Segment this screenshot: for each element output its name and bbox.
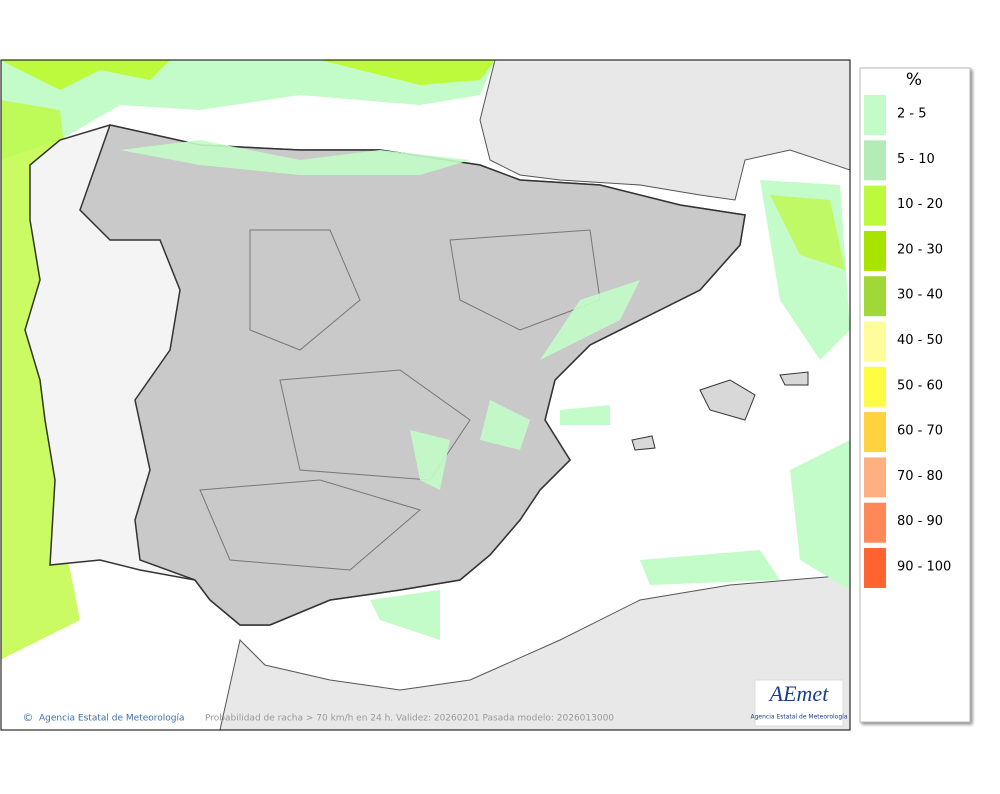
wind-area [1, 60, 495, 160]
legend-label: 70 - 80 [897, 469, 943, 484]
wind-area [760, 180, 850, 590]
logo-box [754, 679, 844, 727]
legend-swatch [864, 548, 886, 588]
legend-swatch [864, 95, 886, 135]
legend-label: 10 - 20 [897, 197, 943, 212]
legend-label: 40 - 50 [897, 333, 943, 348]
legend-swatch [864, 412, 886, 453]
legend-swatch [864, 185, 886, 226]
spain [79, 124, 746, 626]
map-frame [0, 59, 851, 731]
logo-subtitle: Agencia Estatal de Meteorología [751, 714, 848, 721]
legend-swatch [864, 230, 886, 271]
legend-swatch [864, 457, 886, 498]
copyright: © [23, 711, 34, 724]
map [1, 60, 850, 730]
wind-area [770, 195, 845, 270]
africa [219, 574, 850, 730]
region-borders [199, 229, 601, 571]
legend-swatch [864, 140, 886, 181]
legend-label: 80 - 90 [897, 514, 943, 529]
balearic-islands [631, 371, 809, 451]
agency: Agencia Estatal de Meteorología [39, 714, 185, 724]
legend-swatch [864, 366, 886, 407]
wind-area [1, 60, 495, 90]
wind-area [370, 405, 780, 640]
legend-label: 30 - 40 [897, 288, 943, 303]
legend-label: 2 - 5 [897, 107, 927, 122]
legend: 2 - 5 5 - 10 10 - 20 20 - 30 30 - 40 40 - 50 5… [864, 95, 951, 588]
legend-label: 5 - 10 [897, 152, 935, 167]
legend-swatch [864, 321, 886, 362]
france [479, 60, 850, 201]
legend-swatch [864, 502, 886, 543]
legend-label: 50 - 60 [897, 378, 943, 393]
legend-title: % [906, 70, 922, 90]
legend-label: 60 - 70 [897, 424, 943, 439]
legend-label: 20 - 30 [897, 242, 943, 257]
logo-name: AEmet [768, 681, 830, 706]
legend-swatch [864, 276, 886, 317]
caption: Probabilidad de racha > 70 km/h en 24 h.… [205, 714, 614, 724]
legend-label: 90 - 100 [897, 560, 951, 575]
